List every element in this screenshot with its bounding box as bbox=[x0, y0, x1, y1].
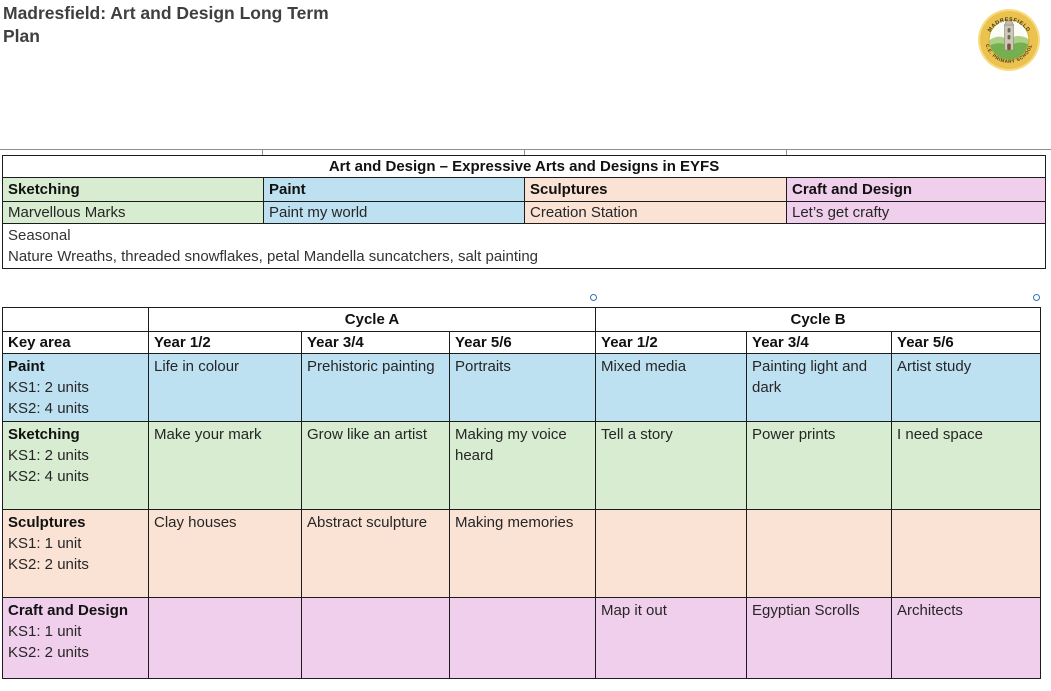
unit-cell: Prehistoric painting bbox=[301, 353, 450, 422]
unit-cell: Mixed media bbox=[595, 353, 748, 422]
ks1-units: KS1: 2 units bbox=[8, 379, 89, 396]
page-title: Madresfield: Art and Design Long Term Pl… bbox=[3, 3, 329, 47]
year-header-a-56: Year 5/6 bbox=[448, 331, 597, 354]
ks2-units: KS2: 2 units bbox=[8, 644, 89, 661]
unit-cell: Tell a story bbox=[595, 421, 748, 510]
selection-handle-right[interactable] bbox=[1033, 294, 1040, 301]
unit-cell: Portraits bbox=[448, 353, 597, 422]
unit-cell: Make your mark bbox=[148, 421, 302, 510]
unit-cell bbox=[148, 597, 302, 679]
selection-handle-left[interactable] bbox=[590, 294, 597, 301]
key-area-name: Craft and Design bbox=[8, 602, 129, 619]
unit-cell: Life in colour bbox=[148, 353, 302, 422]
school-logo-icon: MADRESFIELD C.E. PRIMARY SCHOOL bbox=[977, 8, 1041, 72]
year-header-b-34: Year 3/4 bbox=[746, 331, 893, 354]
unit-cell bbox=[891, 509, 1042, 598]
ks2-units: KS2: 4 units bbox=[8, 400, 89, 417]
unit-cell bbox=[746, 509, 893, 598]
key-area-paint: Paint KS1: 2 units KS2: 4 units bbox=[2, 353, 149, 422]
key-area-sculptures: Sculptures KS1: 1 unit KS2: 2 units bbox=[2, 509, 149, 598]
seasonal-label: Seasonal bbox=[8, 227, 71, 244]
eyfs-header-paint: Paint bbox=[263, 177, 525, 202]
key-area-header: Key area bbox=[2, 331, 149, 354]
eyfs-value-sketching: Marvellous Marks bbox=[2, 201, 264, 224]
cycle-corner-cell bbox=[2, 307, 149, 332]
eyfs-value-sculptures: Creation Station bbox=[524, 201, 787, 224]
key-area-name: Sculptures bbox=[8, 514, 86, 531]
unit-cell: Clay houses bbox=[148, 509, 302, 598]
eyfs-table: Art and Design – Expressive Arts and Des… bbox=[1, 155, 1047, 269]
eyfs-header-sketching: Sketching bbox=[2, 177, 264, 202]
unit-cell bbox=[301, 597, 450, 679]
year-header-b-56: Year 5/6 bbox=[891, 331, 1042, 354]
table-row-craft-and-design: Craft and Design KS1: 1 unit KS2: 2 unit… bbox=[2, 597, 1042, 679]
unit-cell: Abstract sculpture bbox=[301, 509, 450, 598]
cycle-a-header: Cycle A bbox=[147, 307, 597, 332]
unit-cell: Making my voice heard bbox=[448, 421, 597, 510]
year-header-b-12: Year 1/2 bbox=[595, 331, 748, 354]
eyfs-value-craft-and-design: Let’s get crafty bbox=[785, 201, 1047, 224]
unit-cell bbox=[448, 597, 597, 679]
unit-cell: Power prints bbox=[746, 421, 893, 510]
unit-cell: Map it out bbox=[595, 597, 748, 679]
eyfs-seasonal-cell: Seasonal Nature Wreaths, threaded snowfl… bbox=[1, 223, 1047, 269]
key-area-craft-and-design: Craft and Design KS1: 1 unit KS2: 2 unit… bbox=[2, 597, 149, 679]
year-header-a-34: Year 3/4 bbox=[301, 331, 450, 354]
ks1-units: KS1: 1 unit bbox=[8, 535, 82, 552]
year-header-a-12: Year 1/2 bbox=[148, 331, 302, 354]
key-area-sketching: Sketching KS1: 2 units KS2: 4 units bbox=[2, 421, 149, 510]
key-area-name: Paint bbox=[8, 358, 45, 375]
ks1-units: KS1: 1 unit bbox=[8, 623, 82, 640]
unit-cell: Making memories bbox=[448, 509, 597, 598]
key-area-name: Sketching bbox=[8, 426, 80, 443]
unit-cell: I need space bbox=[891, 421, 1042, 510]
seasonal-activities: Nature Wreaths, threaded snowflakes, pet… bbox=[8, 248, 539, 265]
unit-cell: Grow like an artist bbox=[301, 421, 450, 510]
eyfs-table-title: Art and Design – Expressive Arts and Des… bbox=[1, 155, 1047, 178]
unit-cell: Egyptian Scrolls bbox=[746, 597, 893, 679]
table-row-sketching: Sketching KS1: 2 units KS2: 4 units Make… bbox=[2, 421, 1042, 510]
table-row-sculptures: Sculptures KS1: 1 unit KS2: 2 units Clay… bbox=[2, 509, 1042, 598]
eyfs-header-sculptures: Sculptures bbox=[524, 177, 787, 202]
ks1-units: KS1: 2 units bbox=[8, 447, 89, 464]
unit-cell: Artist study bbox=[891, 353, 1042, 422]
unit-cell: Architects bbox=[891, 597, 1042, 679]
page-divider bbox=[0, 149, 1051, 156]
unit-cell: Painting light and dark bbox=[746, 353, 893, 422]
eyfs-value-paint: Paint my world bbox=[263, 201, 525, 224]
ks2-units: KS2: 2 units bbox=[8, 556, 89, 573]
cycle-b-header: Cycle B bbox=[595, 307, 1042, 332]
cycle-table: Cycle A Cycle B Key area Year 1/2 Year 3… bbox=[2, 307, 1042, 679]
unit-cell bbox=[595, 509, 748, 598]
eyfs-header-craft-and-design: Craft and Design bbox=[785, 177, 1047, 202]
table-row-paint: Paint KS1: 2 units KS2: 4 units Life in … bbox=[2, 353, 1042, 422]
ks2-units: KS2: 4 units bbox=[8, 468, 89, 485]
